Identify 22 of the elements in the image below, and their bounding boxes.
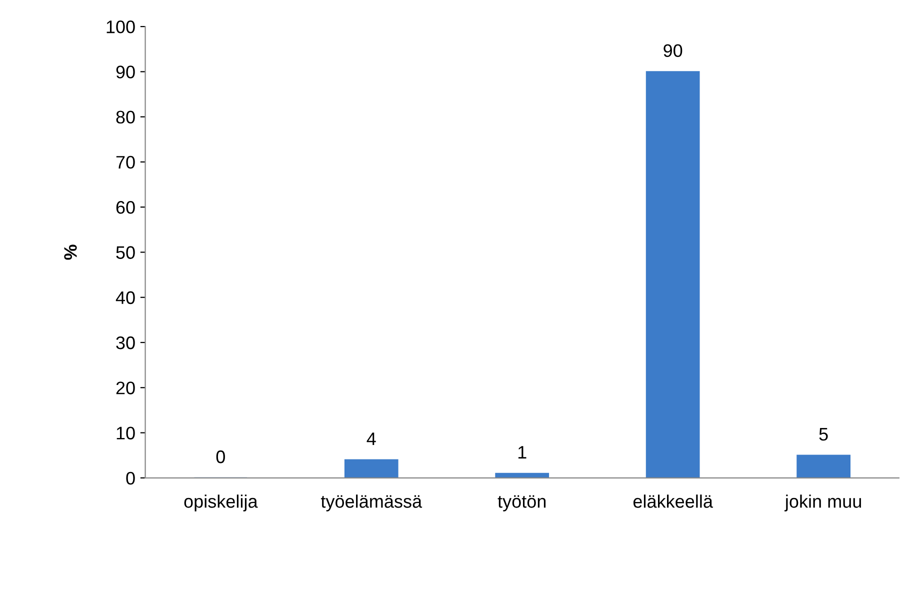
y-axis-title: % bbox=[64, 244, 77, 260]
data-label: 90 bbox=[664, 44, 682, 58]
y-tick-label: 60 bbox=[116, 201, 135, 214]
data-label: 4 bbox=[366, 432, 376, 445]
y-tick-label: 0 bbox=[126, 472, 135, 485]
y-tick-label: 30 bbox=[116, 336, 135, 350]
data-label: 5 bbox=[819, 428, 828, 441]
x-tick-label: eläkkeellä bbox=[633, 494, 713, 508]
y-tick-label: 40 bbox=[116, 291, 135, 304]
y-tick-label: 10 bbox=[116, 426, 135, 440]
y-tick-label: 50 bbox=[116, 246, 135, 259]
y-tick-label: 20 bbox=[116, 382, 135, 394]
x-tick-label: jokin muu bbox=[784, 494, 861, 512]
y-tick-label: 80 bbox=[116, 110, 135, 124]
x-tick-label: työelämässä bbox=[320, 494, 422, 512]
y-tick-label: 100 bbox=[106, 20, 135, 34]
x-tick-label: opiskelija bbox=[184, 494, 258, 512]
y-tick-label: 90 bbox=[116, 66, 135, 78]
x-tick-label: työtön bbox=[498, 495, 546, 512]
data-label: 0 bbox=[216, 450, 225, 464]
data-label: 1 bbox=[518, 446, 526, 459]
y-tick-label: 70 bbox=[116, 156, 135, 169]
